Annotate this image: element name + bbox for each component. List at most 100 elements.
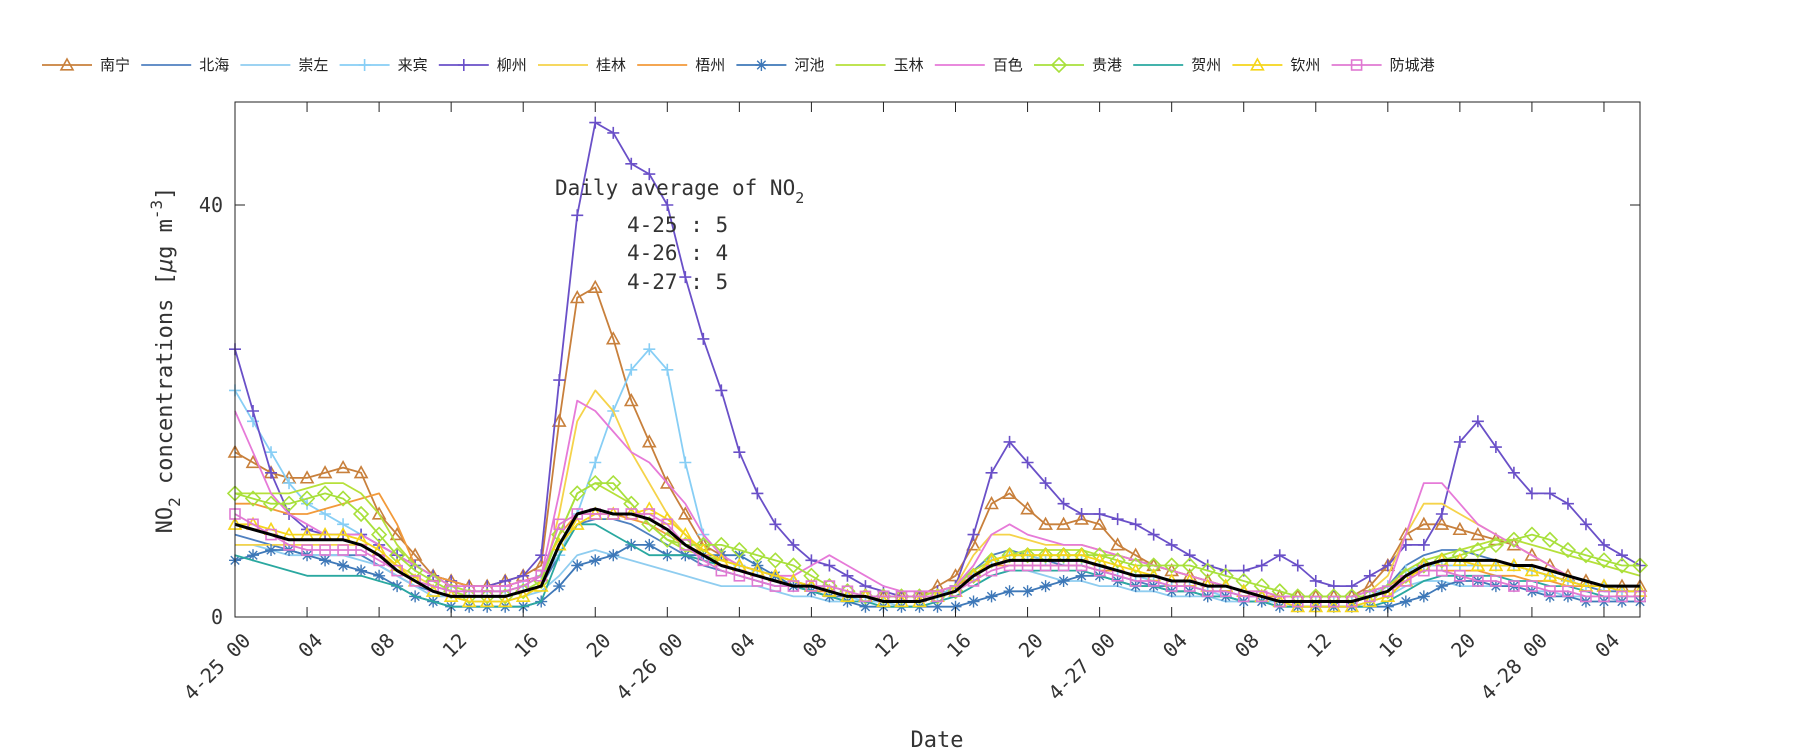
data-point-10-8 bbox=[370, 526, 388, 543]
x-tick-label-9: 12 bbox=[870, 628, 904, 662]
data-point-10-55 bbox=[1217, 567, 1234, 584]
legend-label-3: 来宾 bbox=[398, 56, 428, 74]
legend-item-13: 防城港 bbox=[1331, 56, 1435, 74]
data-point-4-68 bbox=[1453, 435, 1466, 448]
data-point-12-70 bbox=[1488, 557, 1504, 572]
data-point-4-58 bbox=[1273, 549, 1286, 562]
legend-label-13: 防城港 bbox=[1390, 56, 1435, 74]
data-point-7-21 bbox=[607, 549, 620, 562]
data-point-12-19 bbox=[569, 516, 585, 530]
data-point-10-52 bbox=[1163, 557, 1180, 574]
data-point-4-32 bbox=[805, 554, 818, 567]
annotation-line-1: 4-25 : 5 bbox=[627, 213, 728, 237]
data-point-7-39 bbox=[931, 600, 944, 613]
data-point-4-47 bbox=[1075, 508, 1088, 520]
data-point-10-7 bbox=[352, 505, 370, 523]
data-point-4-18 bbox=[553, 374, 566, 387]
ticks: 4-25 00 04 08 12 16 204-26 00 04 08 12 16 204-27 0… bbox=[179, 102, 1640, 705]
data-point-10-59 bbox=[1289, 588, 1306, 605]
data-point-12-14 bbox=[479, 593, 495, 608]
legend-item-7: 河池 bbox=[736, 56, 824, 74]
data-point-7-19 bbox=[571, 559, 584, 572]
data-point-4-54 bbox=[1201, 559, 1214, 572]
series-line-4 bbox=[234, 121, 1641, 598]
data-point-0-44 bbox=[1020, 501, 1035, 515]
legend-label-9: 百色 bbox=[993, 56, 1023, 74]
data-point-0-24 bbox=[659, 475, 675, 489]
x-tick-label-3: 12 bbox=[437, 628, 471, 662]
data-point-10-29 bbox=[749, 547, 766, 564]
data-point-4-16 bbox=[517, 569, 530, 582]
x-tick-label-2: 08 bbox=[365, 628, 399, 662]
legend-marker-13 bbox=[1350, 59, 1363, 71]
x-tick-label-4: 16 bbox=[509, 628, 543, 662]
data-point-13-72 bbox=[1526, 580, 1538, 592]
data-point-10-26 bbox=[695, 536, 712, 554]
legend-item-11: 贺州 bbox=[1133, 56, 1221, 74]
legend-label-0: 南宁 bbox=[100, 56, 130, 74]
annotation-line-3: 4-27 : 5 bbox=[627, 270, 728, 294]
data-point-12-13 bbox=[461, 593, 477, 608]
data-point-0-42 bbox=[984, 496, 999, 510]
data-point-10-77 bbox=[1613, 557, 1631, 574]
data-point-10-10 bbox=[406, 562, 424, 579]
x-tick-label-14: 08 bbox=[1230, 628, 1264, 662]
data-point-4-71 bbox=[1507, 466, 1520, 479]
data-point-13-4 bbox=[301, 544, 313, 556]
x-tick-label-18: 4-28 00 bbox=[1476, 628, 1553, 705]
data-point-0-21 bbox=[605, 331, 621, 345]
data-point-7-40 bbox=[949, 600, 962, 613]
data-point-7-42 bbox=[985, 590, 998, 603]
data-point-10-43 bbox=[1001, 547, 1018, 564]
data-point-0-5 bbox=[317, 465, 333, 479]
data-point-10-48 bbox=[1091, 547, 1108, 564]
data-point-4-2 bbox=[265, 466, 278, 479]
data-point-7-35 bbox=[859, 600, 872, 613]
legend-label-6: 梧州 bbox=[695, 56, 725, 74]
data-point-4-19 bbox=[571, 209, 584, 222]
data-point-7-23 bbox=[643, 538, 656, 551]
data-point-10-6 bbox=[334, 490, 352, 507]
data-point-0-23 bbox=[641, 434, 657, 448]
x-tick-label-5: 20 bbox=[582, 628, 616, 662]
data-point-10-68 bbox=[1451, 547, 1469, 564]
data-point-3-5 bbox=[319, 508, 332, 520]
legend-item-12: 钦州 bbox=[1232, 56, 1320, 74]
data-point-4-57 bbox=[1255, 559, 1268, 572]
data-point-4-44 bbox=[1021, 456, 1034, 469]
data-point-12-16 bbox=[515, 588, 531, 603]
data-point-10-27 bbox=[713, 536, 730, 554]
data-point-4-26 bbox=[697, 332, 710, 345]
legend-label-5: 桂林 bbox=[596, 56, 626, 74]
data-point-4-49 bbox=[1111, 513, 1124, 526]
data-point-4-67 bbox=[1435, 508, 1448, 520]
data-point-7-46 bbox=[1057, 574, 1070, 587]
data-point-13-25 bbox=[679, 539, 692, 551]
data-point-4-74 bbox=[1561, 497, 1574, 510]
data-point-10-72 bbox=[1523, 526, 1541, 543]
data-point-4-30 bbox=[769, 518, 782, 531]
data-point-7-43 bbox=[1003, 585, 1016, 598]
x-tick-label-12: 4-27 00 bbox=[1043, 628, 1120, 705]
data-point-13-67 bbox=[1436, 564, 1448, 577]
data-point-10-20 bbox=[587, 474, 604, 492]
data-point-13-6 bbox=[337, 544, 349, 556]
data-point-0-66 bbox=[1416, 516, 1432, 530]
data-point-7-64 bbox=[1381, 600, 1394, 613]
data-point-10-46 bbox=[1055, 547, 1072, 564]
data-point-13-73 bbox=[1544, 585, 1556, 598]
data-point-10-53 bbox=[1181, 557, 1198, 574]
legend-marker-12 bbox=[1250, 57, 1265, 71]
data-point-4-60 bbox=[1309, 574, 1322, 587]
annotation-title: Daily average of NO2 bbox=[555, 176, 804, 207]
x-tick-label-13: 04 bbox=[1158, 628, 1192, 662]
data-point-4-43 bbox=[1003, 435, 1016, 448]
data-point-10-51 bbox=[1145, 557, 1162, 574]
legend-item-6: 梧州 bbox=[637, 56, 725, 74]
data-point-4-34 bbox=[841, 569, 854, 582]
data-point-4-23 bbox=[643, 168, 656, 181]
data-point-0-1 bbox=[245, 454, 261, 469]
data-point-0-22 bbox=[623, 393, 639, 407]
data-point-0-6 bbox=[335, 460, 351, 474]
x-tick-label-17: 20 bbox=[1446, 628, 1480, 662]
